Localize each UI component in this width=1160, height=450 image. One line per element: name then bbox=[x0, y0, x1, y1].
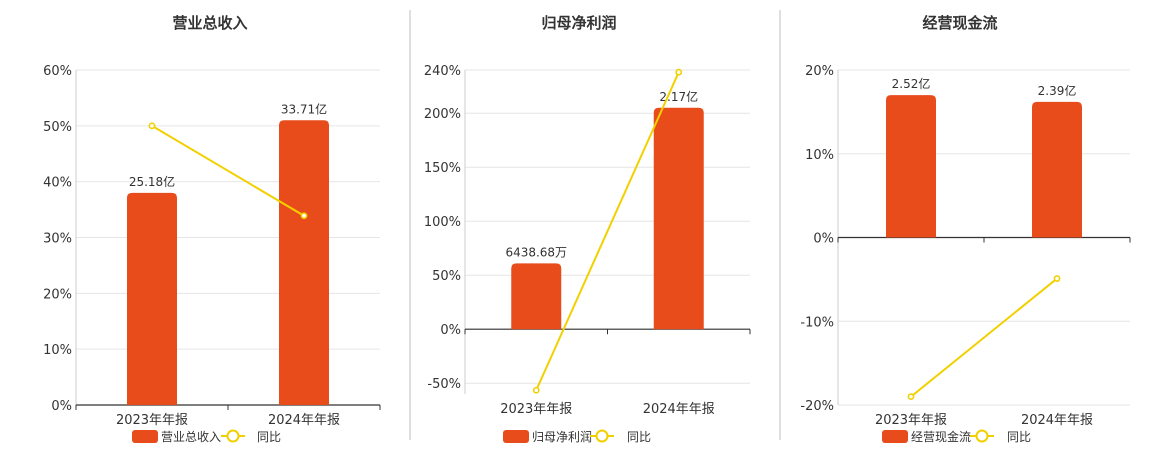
bar-data-label: 2.39亿 bbox=[1038, 83, 1077, 98]
x-category-label: 2024年年报 bbox=[268, 413, 340, 428]
bar-data-label: 6438.68万 bbox=[505, 245, 567, 259]
legend-bar-swatch bbox=[503, 430, 529, 443]
y-tick-label: 0% bbox=[813, 232, 834, 247]
yoy-point bbox=[907, 393, 915, 401]
y-tick-label: 50% bbox=[432, 269, 461, 284]
bar bbox=[886, 95, 936, 238]
x-category-label: 2024年年报 bbox=[643, 402, 715, 417]
legend-bar-label: 经营现金流 bbox=[911, 429, 971, 444]
y-tick-label: 150% bbox=[424, 161, 461, 176]
chart-title: 营业总收入 bbox=[172, 14, 247, 32]
bar-data-label: 25.18亿 bbox=[129, 174, 175, 189]
bar bbox=[1032, 101, 1082, 238]
yoy-line bbox=[535, 71, 680, 391]
y-tick-label: 40% bbox=[43, 176, 72, 191]
y-tick-label: 240% bbox=[424, 64, 461, 79]
legend-line-marker bbox=[595, 429, 609, 443]
legend-line-label: 同比 bbox=[1007, 430, 1031, 444]
bar bbox=[653, 107, 704, 330]
x-category-label: 2023年年报 bbox=[116, 413, 188, 428]
x-category-label: 2023年年报 bbox=[500, 402, 572, 417]
y-tick-label: 30% bbox=[43, 232, 72, 247]
y-tick-label: 20% bbox=[805, 64, 834, 79]
legend-line-marker bbox=[975, 429, 989, 443]
y-tick-label: -20% bbox=[800, 399, 834, 414]
x-category-label: 2023年年报 bbox=[875, 413, 947, 428]
legend-line-label: 同比 bbox=[627, 430, 651, 444]
y-tick-label: 50% bbox=[43, 120, 72, 135]
legend-bar-swatch bbox=[132, 430, 158, 443]
chart-title: 经营现金流 bbox=[922, 14, 997, 32]
yoy-point bbox=[1053, 275, 1061, 282]
y-tick-label: -10% bbox=[800, 315, 834, 330]
bar bbox=[127, 192, 177, 405]
y-tick-label: 10% bbox=[43, 343, 72, 358]
y-tick-label: 100% bbox=[424, 215, 461, 230]
bar-data-label: 2.52亿 bbox=[892, 76, 931, 91]
y-tick-label: 0% bbox=[51, 399, 72, 414]
chart-title: 归母净利润 bbox=[541, 14, 616, 32]
y-tick-label: -50% bbox=[427, 377, 461, 392]
legend-bar-swatch bbox=[882, 430, 908, 443]
legend-line-marker bbox=[226, 429, 240, 443]
legend-bar-label: 营业总收入 bbox=[161, 430, 221, 444]
yoy-point bbox=[300, 212, 308, 220]
yoy-point bbox=[148, 122, 156, 130]
yoy-point bbox=[532, 386, 540, 394]
y-tick-label: 10% bbox=[805, 148, 834, 163]
bar-data-label: 33.71亿 bbox=[281, 101, 327, 116]
yoy-point bbox=[675, 68, 683, 76]
legend-line-label: 同比 bbox=[257, 430, 281, 444]
y-tick-label: 0% bbox=[440, 323, 461, 338]
yoy-line bbox=[910, 277, 1058, 398]
y-tick-label: 20% bbox=[43, 287, 72, 302]
y-tick-label: 200% bbox=[424, 107, 461, 122]
bar bbox=[511, 263, 562, 330]
bar bbox=[279, 120, 329, 405]
y-tick-label: 60% bbox=[43, 64, 72, 79]
yoy-line bbox=[151, 124, 305, 217]
legend-bar-label: 归母净利润 bbox=[532, 430, 592, 444]
x-category-label: 2024年年报 bbox=[1021, 413, 1093, 428]
